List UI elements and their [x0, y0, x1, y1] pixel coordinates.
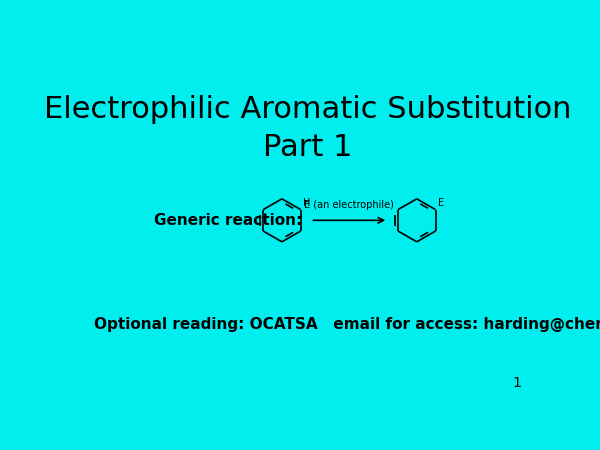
Text: Optional reading: OCATSA   email for access: harding@chem.ucla.edu: Optional reading: OCATSA email for acces… [94, 317, 600, 332]
Text: Part 1: Part 1 [263, 133, 352, 162]
Text: Electrophilic Aromatic Substitution: Electrophilic Aromatic Substitution [44, 95, 571, 124]
Text: E (an electrophile): E (an electrophile) [304, 200, 394, 210]
Text: H: H [303, 198, 310, 208]
Text: E: E [438, 198, 444, 208]
Text: Generic reaction:: Generic reaction: [154, 213, 302, 228]
Text: 1: 1 [512, 376, 521, 390]
